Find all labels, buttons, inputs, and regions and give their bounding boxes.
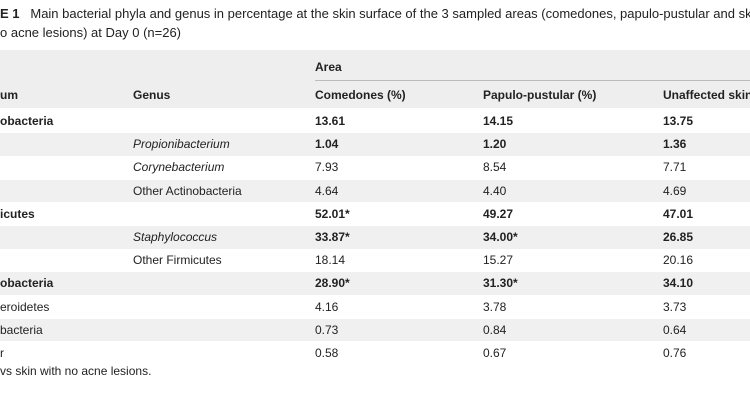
table-cell: bacteria xyxy=(0,322,43,337)
column-header: Papulo-pustular (%) xyxy=(483,88,597,102)
column-header: Unaffected skin xyxy=(663,88,750,102)
header-band xyxy=(0,50,750,108)
table-cell: 1.36 xyxy=(663,137,687,152)
column-header: Comedones (%) xyxy=(315,88,406,102)
table-cell: Other Firmicutes xyxy=(133,253,222,268)
table-cell: 13.75 xyxy=(663,114,694,128)
table-cell: 26.85 xyxy=(663,230,694,244)
table-cell: r xyxy=(0,346,4,360)
row-rule xyxy=(0,341,750,343)
row-rule xyxy=(0,271,750,273)
table-cell: 34.10 xyxy=(663,276,694,291)
table-cell: Staphylococcus xyxy=(133,230,218,244)
table-cell: 3.73 xyxy=(663,299,687,314)
row-rule xyxy=(0,178,750,180)
table-cell: 33.87* xyxy=(315,230,350,244)
table-cell: 15.27 xyxy=(483,253,514,268)
table-cell: 3.78 xyxy=(483,299,507,314)
row-rule xyxy=(0,225,750,227)
table-cell: 13.61 xyxy=(315,114,346,128)
caption-label: E 1 xyxy=(0,6,20,21)
table-cell: eroidetes xyxy=(0,299,50,314)
table-cell: 0.67 xyxy=(483,346,507,360)
table-cell: 20.16 xyxy=(663,253,694,268)
table-cell: 0.84 xyxy=(483,322,507,337)
row-rule xyxy=(0,202,750,204)
table-cell: 0.64 xyxy=(663,322,687,337)
caption-text: Main bacterial phyla and genus in percen… xyxy=(30,6,750,21)
row-band xyxy=(0,179,750,203)
row-band xyxy=(0,318,750,342)
table-cell: 52.01* xyxy=(315,206,350,221)
table-cell: 1.04 xyxy=(315,137,339,152)
table-cell: Other Actinobacteria xyxy=(133,183,242,198)
table-cell: 4.64 xyxy=(315,183,339,198)
table-cell: 4.16 xyxy=(315,299,339,314)
column-header: Genus xyxy=(133,88,171,102)
table-cell: 4.40 xyxy=(483,183,507,198)
table-cell: obacteria xyxy=(0,276,54,291)
row-rule xyxy=(0,294,750,296)
row-band xyxy=(0,133,750,157)
table-cell: 49.27 xyxy=(483,206,514,221)
table-cell: 34.00* xyxy=(483,230,518,244)
caption-line1: E 1 Main bacterial phyla and genus in pe… xyxy=(0,6,750,21)
footnote: vs skin with no acne lesions. xyxy=(0,364,152,378)
table-cell: 0.58 xyxy=(315,346,339,360)
table-cell: 1.20 xyxy=(483,137,507,152)
table-cell: 0.76 xyxy=(663,346,687,360)
table-cell: 14.15 xyxy=(483,114,514,128)
table-cell: Propionibacterium xyxy=(133,137,230,152)
group-header: Area xyxy=(315,60,342,74)
table-cell: icutes xyxy=(0,206,35,221)
table-cell: 0.73 xyxy=(315,322,339,337)
header-rule xyxy=(315,80,750,81)
row-band xyxy=(0,226,750,249)
row-rule xyxy=(0,248,750,250)
row-rule xyxy=(0,318,750,320)
table-cell: 18.14 xyxy=(315,253,346,268)
row-rule xyxy=(0,155,750,157)
row-band xyxy=(0,272,750,296)
row-rule xyxy=(0,132,750,134)
row-rule xyxy=(0,364,750,366)
caption-line2: o acne lesions) at Day 0 (n=26) xyxy=(0,25,182,40)
column-header: um xyxy=(0,88,18,102)
table-cell: 7.93 xyxy=(315,160,339,175)
table-cell: 7.71 xyxy=(663,160,687,175)
table-cell: 47.01 xyxy=(663,206,694,221)
table-cell: 28.90* xyxy=(315,276,350,291)
table-cell: obacteria xyxy=(0,114,54,128)
table-cell: Corynebacterium xyxy=(133,160,225,175)
table-cell: 31.30* xyxy=(483,276,518,291)
table-cell: 4.69 xyxy=(663,183,687,198)
table-cell: 8.54 xyxy=(483,160,507,175)
